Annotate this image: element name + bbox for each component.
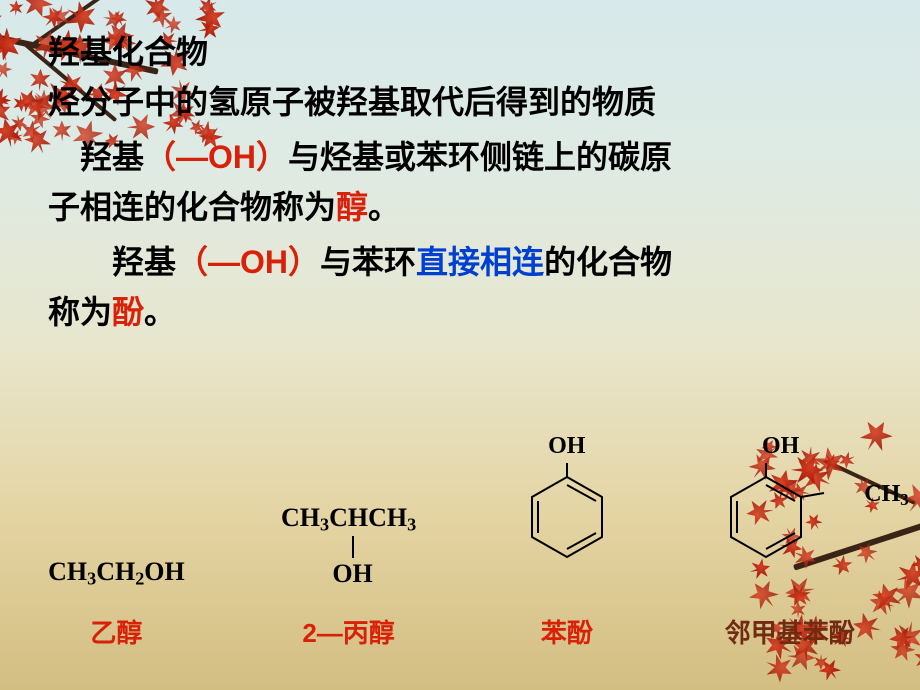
txt: 称为 bbox=[48, 294, 112, 330]
molecule-ethanol: CH3CH2OH 乙醇 bbox=[10, 558, 223, 650]
txt: 。 bbox=[144, 294, 176, 330]
txt: 子相连的化合物称为 bbox=[48, 189, 336, 225]
benzene-ring-icon bbox=[517, 463, 617, 583]
txt: 羟基 bbox=[48, 244, 176, 280]
cresol-label: 邻甲基苯酚 bbox=[725, 613, 855, 650]
bond-line bbox=[352, 536, 354, 558]
propanol-structure: CH3CHCH3 OH bbox=[281, 504, 416, 589]
definition-line: 烃分子中的氢原子被羟基取代后得到的物质 bbox=[48, 78, 900, 128]
benzene-ring-icon bbox=[716, 463, 846, 583]
propanol-top: CH3CHCH3 bbox=[281, 504, 416, 535]
propanol-oh: OH bbox=[332, 560, 372, 589]
phenol-label: 苯酚 bbox=[541, 613, 593, 650]
cresol-ch3: CH3 bbox=[864, 481, 908, 510]
ethanol-formula: CH3CH2OH bbox=[48, 558, 185, 589]
key-phenol: 酚 bbox=[112, 294, 144, 330]
txt: 与苯环 bbox=[320, 244, 416, 280]
txt: 。 bbox=[368, 189, 400, 225]
txt: 的化合物 bbox=[544, 244, 672, 280]
phenol-oh: OH bbox=[548, 433, 585, 460]
oh-group: （—OH） bbox=[144, 139, 288, 175]
alcohol-definition: 羟基（—OH）与烃基或苯环侧链上的碳原 子相连的化合物称为醇。 bbox=[48, 133, 900, 232]
ethanol-label: 乙醇 bbox=[90, 613, 142, 650]
cresol-oh: OH bbox=[762, 433, 799, 460]
slide-title: 羟基化合物 bbox=[48, 28, 900, 78]
molecule-2-propanol: CH3CHCH3 OH 2—丙醇 bbox=[233, 504, 464, 650]
molecule-row: CH3CH2OH 乙醇 CH3CHCH3 OH 2—丙醇 OH 苯酚 OH bbox=[10, 439, 910, 650]
propanol-label: 2—丙醇 bbox=[302, 613, 394, 650]
key-alcohol: 醇 bbox=[336, 189, 368, 225]
key-direct: 直接相连 bbox=[416, 244, 544, 280]
oh-group: （—OH） bbox=[176, 244, 320, 280]
txt: 与烃基或苯环侧链上的碳原 bbox=[288, 139, 672, 175]
molecule-phenol: OH 苯酚 bbox=[474, 439, 659, 650]
cresol-structure: OH CH3 bbox=[715, 439, 865, 589]
phenol-definition: 羟基（—OH）与苯环直接相连的化合物 称为酚。 bbox=[48, 238, 900, 337]
molecule-o-cresol: OH CH3 邻甲基苯酚 bbox=[669, 439, 910, 650]
slide-content: 羟基化合物 烃分子中的氢原子被羟基取代后得到的物质 羟基（—OH）与烃基或苯环侧… bbox=[48, 28, 900, 338]
txt: 羟基 bbox=[48, 139, 144, 175]
phenol-structure: OH bbox=[507, 439, 627, 589]
